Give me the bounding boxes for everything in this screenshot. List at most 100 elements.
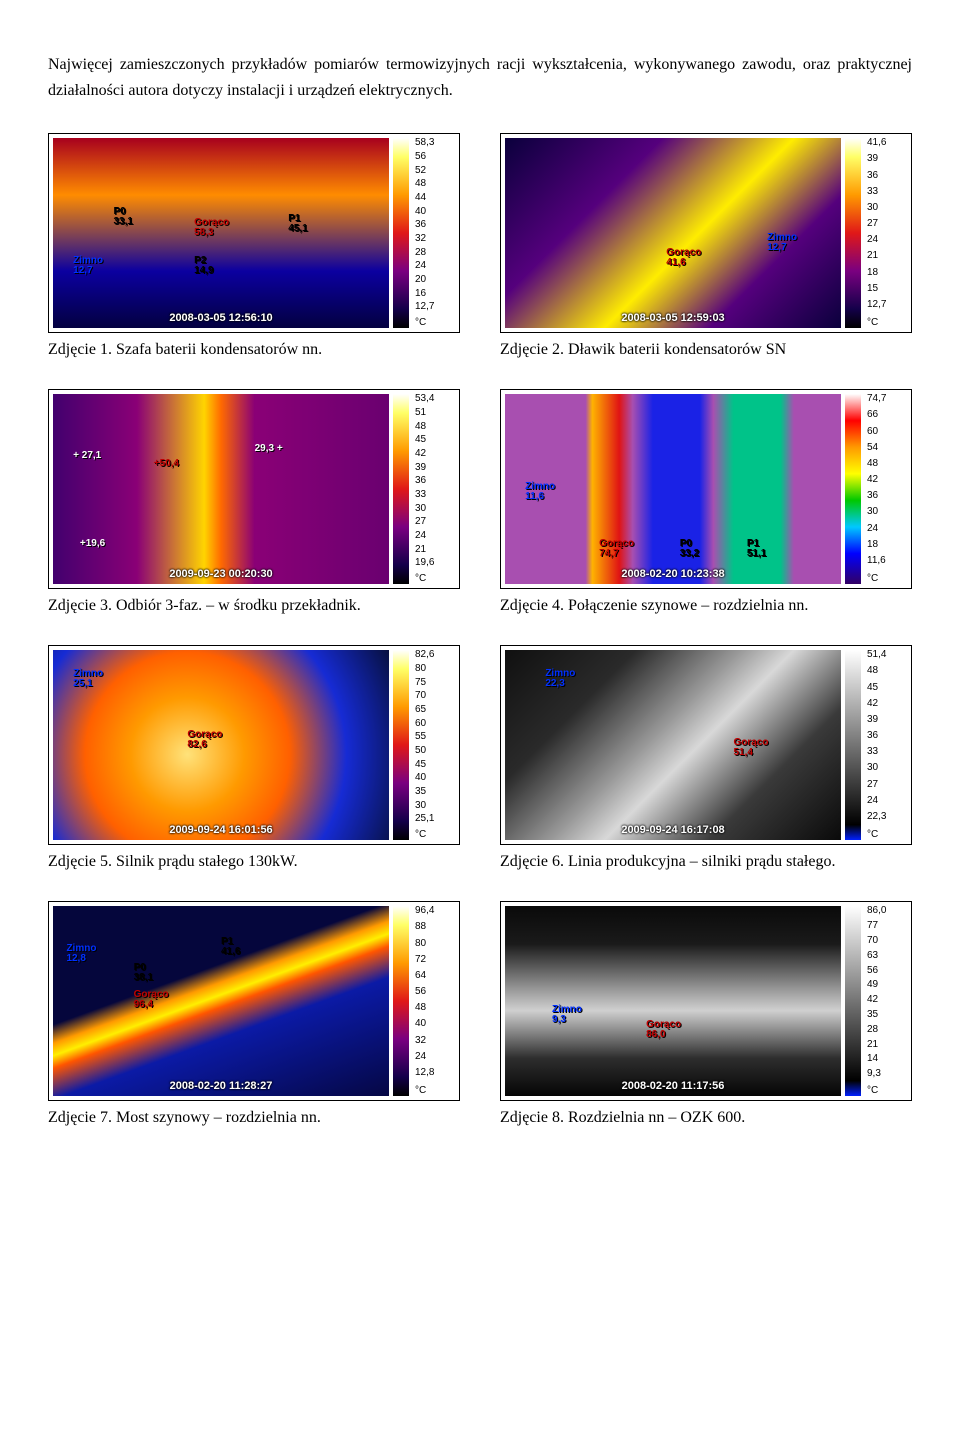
colorbar-ticks: 41,639363330272421181512,7°C — [865, 138, 907, 328]
tick-label: 20 — [415, 275, 455, 285]
tick-label: 36 — [867, 171, 907, 181]
unit-label: °C — [867, 318, 907, 328]
thermal-marker: Zimno 12,8 — [66, 944, 96, 964]
tick-label: 52 — [415, 166, 455, 176]
figure-caption: Zdjęcie 1. Szafa baterii kondensatorów n… — [48, 341, 460, 359]
tick-label: 33 — [415, 490, 455, 500]
colorbar-ticks: 82,6807570656055504540353025,1°C — [413, 650, 455, 840]
tick-label: 72 — [415, 955, 455, 965]
tick-label: 30 — [415, 801, 455, 811]
thermal-image-frame: Zimno 25,1Gorąco 82,62009-09-24 16:01:56… — [48, 645, 460, 845]
tick-label: 21 — [415, 545, 455, 555]
colorbar — [845, 650, 861, 840]
unit-label: °C — [415, 574, 455, 584]
tick-label: 30 — [867, 203, 907, 213]
thermal-timestamp: 2008-03-05 12:59:03 — [621, 312, 724, 324]
tick-label: 88 — [415, 922, 455, 932]
tick-label: 18 — [867, 268, 907, 278]
tick-label: 40 — [415, 773, 455, 783]
thermal-marker: Gorąco 86,0 — [646, 1020, 681, 1040]
tick-label: 32 — [415, 1036, 455, 1046]
thermal-marker: P1 45,1 — [288, 214, 307, 234]
figure-caption: Zdjęcie 2. Dławik baterii kondensatorów … — [500, 341, 912, 359]
unit-label: °C — [415, 830, 455, 840]
tick-label: 56 — [867, 966, 907, 976]
thermal-timestamp: 2008-03-05 12:56:10 — [169, 312, 272, 324]
colorbar — [393, 906, 409, 1096]
tick-label: 60 — [415, 719, 455, 729]
thermal-figure: + 27,1+50,429,3 ++19,62009-09-23 00:20:3… — [48, 389, 460, 633]
tick-label: 24 — [415, 1052, 455, 1062]
thermal-marker: Zimno 22,3 — [545, 669, 575, 689]
tick-label: 15 — [867, 284, 907, 294]
thermal-timestamp: 2009-09-24 16:01:56 — [169, 824, 272, 836]
tick-label: 45 — [415, 760, 455, 770]
tick-label: 77 — [867, 921, 907, 931]
tick-label: 51 — [415, 408, 455, 418]
tick-label: 49 — [867, 980, 907, 990]
tick-label: 64 — [415, 971, 455, 981]
tick-label: 86,0 — [867, 906, 907, 916]
thermal-image-frame: Zimno 11,6Gorąco 74,7P0 33,2P1 51,12008-… — [500, 389, 912, 589]
thermal-timestamp: 2009-09-24 16:17:08 — [621, 824, 724, 836]
tick-label: 24 — [867, 524, 907, 534]
tick-label: 36 — [415, 476, 455, 486]
thermal-marker: +19,6 — [80, 539, 105, 549]
tick-label: 16 — [415, 289, 455, 299]
tick-label: 39 — [415, 463, 455, 473]
tick-label: 42 — [867, 995, 907, 1005]
thermal-image: Zimno 12,8P0 38,1P1 41,6Gorąco 96,42008-… — [53, 906, 389, 1096]
tick-label: 39 — [867, 154, 907, 164]
tick-label: 70 — [867, 936, 907, 946]
tick-label: 45 — [867, 683, 907, 693]
tick-label: 48 — [415, 1003, 455, 1013]
thermal-marker: Gorąco 41,6 — [666, 248, 701, 268]
thermal-marker: P1 41,6 — [221, 937, 240, 957]
figure-caption: Zdjęcie 5. Silnik prądu stałego 130kW. — [48, 853, 460, 871]
tick-label: 24 — [415, 261, 455, 271]
thermal-image: P0 33,1Gorąco 58,3P1 45,1P2 14,9Zimno 12… — [53, 138, 389, 328]
tick-label: 14 — [867, 1054, 907, 1064]
tick-label: 63 — [867, 951, 907, 961]
colorbar — [393, 138, 409, 328]
colorbar — [845, 906, 861, 1096]
thermal-marker: P2 14,9 — [194, 256, 213, 276]
tick-label: 41,6 — [867, 138, 907, 148]
tick-label: 28 — [415, 248, 455, 258]
tick-label: 96,4 — [415, 906, 455, 916]
thermal-figure: Zimno 12,8P0 38,1P1 41,6Gorąco 96,42008-… — [48, 901, 460, 1145]
unit-label: °C — [867, 830, 907, 840]
unit-label: °C — [415, 1086, 455, 1096]
tick-label: 33 — [867, 747, 907, 757]
figure-caption: Zdjęcie 3. Odbiór 3-faz. – w środku prze… — [48, 597, 460, 615]
tick-label: 24 — [867, 796, 907, 806]
tick-label: 40 — [415, 1019, 455, 1029]
colorbar — [845, 138, 861, 328]
thermal-image: Zimno 11,6Gorąco 74,7P0 33,2P1 51,12008-… — [505, 394, 841, 584]
thermal-figure: Gorąco 41,6Zimno 12,72008-03-05 12:59:03… — [500, 133, 912, 377]
tick-label: 11,6 — [867, 556, 907, 566]
thermal-image-grid: P0 33,1Gorąco 58,3P1 45,1P2 14,9Zimno 12… — [48, 133, 912, 1145]
tick-label: 48 — [415, 422, 455, 432]
thermal-image: Gorąco 41,6Zimno 12,72008-03-05 12:59:03 — [505, 138, 841, 328]
thermal-timestamp: 2008-02-20 11:17:56 — [622, 1080, 725, 1092]
tick-label: 60 — [867, 427, 907, 437]
thermal-marker: P0 33,2 — [680, 539, 699, 559]
tick-label: 39 — [867, 715, 907, 725]
tick-label: 21 — [867, 251, 907, 261]
tick-label: 65 — [415, 705, 455, 715]
tick-label: 42 — [867, 475, 907, 485]
tick-label: 48 — [867, 666, 907, 676]
tick-label: 58,3 — [415, 138, 455, 148]
thermal-image-frame: P0 33,1Gorąco 58,3P1 45,1P2 14,9Zimno 12… — [48, 133, 460, 333]
thermal-marker: P0 33,1 — [113, 207, 132, 227]
thermal-marker: Gorąco 96,4 — [134, 990, 169, 1010]
tick-label: 36 — [415, 220, 455, 230]
thermal-image-frame: Zimno 22,3Gorąco 51,42009-09-24 16:17:08… — [500, 645, 912, 845]
tick-label: 48 — [415, 179, 455, 189]
thermal-image: Zimno 9,3Gorąco 86,02008-02-20 11:17:56 — [505, 906, 841, 1096]
tick-label: 24 — [867, 235, 907, 245]
tick-label: 74,7 — [867, 394, 907, 404]
tick-label: 33 — [867, 187, 907, 197]
colorbar — [393, 394, 409, 584]
